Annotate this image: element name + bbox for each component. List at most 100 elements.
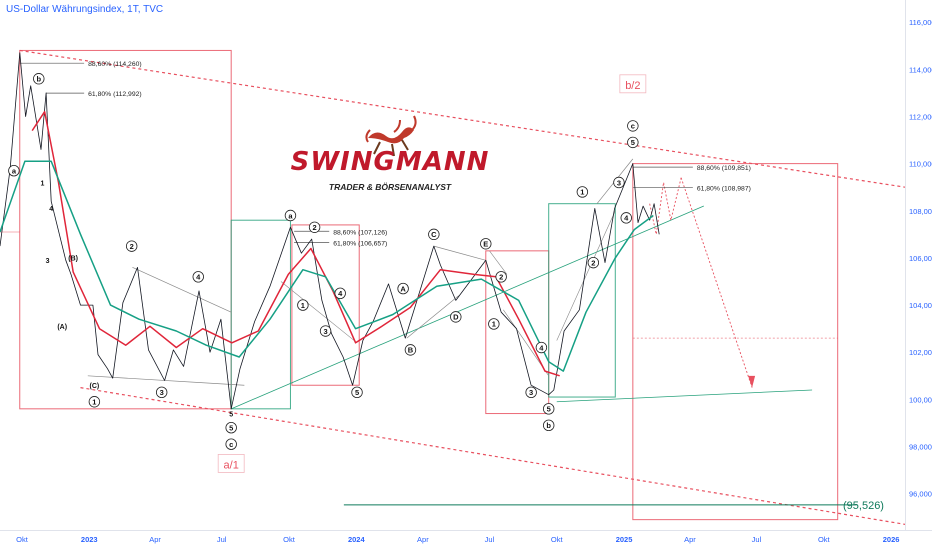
wave-label-circle (495, 271, 507, 283)
wave-label-circle (543, 403, 555, 415)
wave-label-circle (525, 386, 537, 399)
wave-boxes (0, 49, 839, 521)
x-tick-label: Okt (16, 535, 29, 544)
y-tick-label: 110,000 (909, 160, 932, 169)
wave-label: C (431, 230, 437, 239)
wave-label: 4 (624, 214, 629, 223)
wave-label-circle (620, 212, 632, 224)
gray-trend-line (433, 245, 486, 261)
wave-label-circle (225, 438, 237, 450)
projection-arrow-line (680, 177, 753, 388)
wave-label: 2 (591, 258, 595, 267)
wave-label-circle (319, 325, 332, 337)
wave-label: 3 (46, 258, 50, 265)
green-channel-line (231, 205, 704, 410)
green-base-line (556, 389, 813, 403)
projection-zigzag (649, 177, 682, 235)
wave-label-circle (576, 186, 589, 198)
wave-label: B (408, 346, 414, 355)
x-tick-label: 2024 (348, 535, 366, 544)
wave-label: 1 (492, 320, 496, 329)
wave-label: c (229, 440, 233, 449)
y-tick-label: 102,000 (909, 348, 932, 357)
wave-label: 5 (229, 423, 233, 432)
wave-box (632, 163, 839, 521)
y-tick-label: 98,000 (909, 443, 932, 452)
y-tick-label: 104,000 (909, 301, 932, 310)
x-tick-label: Apr (684, 535, 696, 544)
wave-label: (A) (57, 324, 67, 331)
wave-labels: a b 1 4 3 (B) (A) (C) 1 2 3 4 5 5 c a 1 2 3 4 5 A B C D E 1 2 3 4 5 b 1 2… (8, 73, 647, 473)
x-tick-label: 2023 (81, 535, 98, 544)
wave-label: (B) (68, 256, 78, 263)
wave-label: A (400, 284, 406, 293)
wave-label-circle (297, 299, 309, 311)
wave-label-circle (155, 386, 168, 399)
wave-label: D (453, 313, 459, 322)
big-wave-label: a/1 (224, 459, 239, 471)
wave-label-circle (125, 240, 138, 252)
wave-label: 1 (40, 180, 44, 187)
wave-label-circle (428, 228, 440, 241)
wave-label-circle (543, 419, 555, 432)
wave-label-circle (404, 344, 417, 356)
gray-trend-line (489, 250, 508, 275)
chart-title: US-Dollar Währungsindex, 1T, TVC (6, 4, 164, 15)
bull-logo-icon (365, 115, 417, 157)
wave-label: 4 (196, 273, 201, 282)
target-price-label: (95,526) (843, 500, 884, 512)
x-tick-label: 2026 (883, 535, 900, 544)
wave-label: 4 (49, 206, 53, 213)
wave-label-circle (488, 318, 500, 330)
gray-trend-line (556, 210, 616, 341)
y-tick-label: 100,000 (909, 395, 932, 404)
wave-label-circle (351, 386, 363, 399)
wave-label: 3 (160, 388, 164, 397)
x-tick-label: Jul (217, 535, 227, 544)
wave-label: 2 (130, 242, 134, 251)
ema-fast-line (31, 110, 560, 377)
wave-label: 4 (539, 343, 544, 352)
wave-label: 4 (338, 289, 343, 298)
y-tick-label: 116,000 (909, 18, 932, 27)
fib-level-label: 61,80% (112,992) (88, 91, 142, 98)
x-tick-label: Apr (417, 535, 429, 544)
fib-level-label: 61,80% (106,657) (333, 240, 387, 247)
wave-label-circle (308, 221, 321, 233)
big-wave-label: b/2 (625, 80, 640, 92)
y-tick-label: 108,000 (909, 207, 932, 216)
wave-label: a (12, 166, 17, 175)
y-tick-label: 112,000 (909, 112, 932, 121)
wave-label-circle (225, 421, 237, 434)
x-tick-label: Jul (752, 535, 762, 544)
wave-label: 5 (229, 411, 233, 418)
x-tick-label: Okt (551, 535, 564, 544)
wave-label: 5 (631, 138, 635, 147)
price-series (0, 52, 660, 410)
x-tick-label: 2025 (616, 535, 633, 544)
wave-label: 5 (355, 388, 359, 397)
x-tick-label: Okt (818, 535, 831, 544)
wave-label: (C) (90, 383, 100, 390)
y-tick-label: 96,000 (909, 490, 932, 499)
wave-label: b (546, 421, 551, 430)
wave-box (548, 203, 616, 398)
wave-label: a (288, 211, 293, 220)
fibonacci-levels: 88,60% (114,260) 61,80% (112,992) 88,60% (… (19, 61, 751, 247)
wave-label-circle (334, 287, 346, 299)
wave-label: 1 (580, 188, 584, 197)
wave-label-circle (535, 341, 548, 354)
projection-arrowhead-icon (748, 375, 756, 388)
wave-label: 2 (313, 223, 317, 232)
wave-label-circle (627, 120, 639, 132)
upper-channel-line (19, 49, 906, 188)
gray-base-line (87, 375, 245, 386)
gray-trend-line (280, 281, 358, 344)
wave-label-circle (480, 238, 492, 250)
wave-box (230, 219, 291, 410)
gray-trend-line (406, 295, 459, 339)
fib-level-label: 88,60% (114,260) (88, 61, 142, 68)
